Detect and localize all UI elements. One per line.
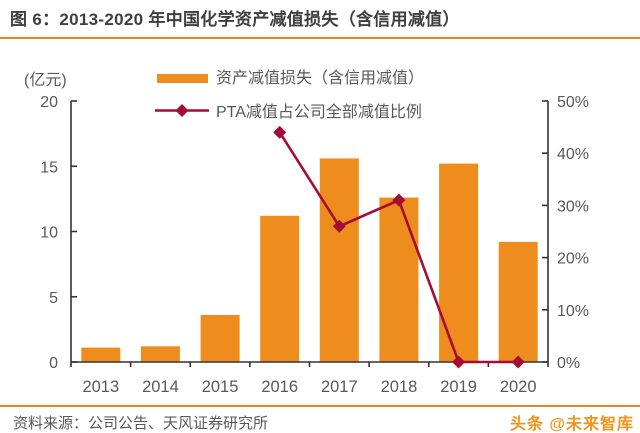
right-axis-tick-label: 0% [557, 355, 580, 372]
line-marker-diamond [332, 219, 346, 233]
source-note: 资料来源：公司公告、天风证券研究所 [13, 414, 269, 432]
right-axis-tick-label: 40% [557, 146, 589, 163]
x-axis-label-2014: 2014 [142, 378, 179, 396]
left-axis-tick-label: 15 [40, 159, 58, 176]
bar-2016 [260, 215, 300, 362]
legend-line-label: PTA减值占公司全部减值比例 [216, 103, 422, 121]
bar-2018 [379, 197, 419, 362]
line-marker-diamond [511, 355, 525, 369]
bar-2019 [439, 163, 479, 362]
right-axis-tick-label: 30% [557, 198, 589, 215]
line-marker-diamond [452, 355, 466, 369]
x-axis-label-2020: 2020 [500, 378, 537, 396]
bar-2020 [498, 241, 538, 362]
chart-area: 0 5 10 15 20 0% 10% 20% 30% 40% 50% 2013 2014 2015 201… [0, 39, 640, 405]
line-marker-diamond [392, 193, 406, 207]
legend-bar-label: 资产减值损失（含信用减值） [216, 69, 424, 87]
legend-line-marker-diamond [175, 104, 189, 117]
right-axis-tick-label: 20% [557, 251, 589, 268]
bar-2014 [140, 346, 180, 362]
figure-header: 图 6：2013-2020 年中国化学资产减值损失（含信用减值） [0, 0, 640, 39]
x-axis-label-2019: 2019 [440, 378, 477, 396]
bar-2017 [319, 158, 359, 362]
bar-2013 [81, 347, 121, 362]
x-axis-label-2016: 2016 [261, 378, 298, 396]
x-axis-label-2015: 2015 [202, 378, 239, 396]
right-axis-tick-label: 50% [557, 94, 589, 111]
line-marker-diamond [273, 125, 287, 139]
left-axis-tick-label: 5 [49, 290, 58, 307]
figure-footer: 资料来源：公司公告、天风证券研究所 头条 @未来智库 [0, 405, 640, 433]
chart-title: 图 6：2013-2020 年中国化学资产减值损失（含信用减值） [10, 10, 460, 30]
left-axis-unit-label: (亿元) [24, 71, 67, 89]
legend-bar-swatch [157, 74, 208, 83]
x-axis-label-2017: 2017 [321, 378, 358, 396]
bar-2015 [200, 315, 240, 362]
left-axis-tick-label: 0 [49, 355, 58, 372]
right-axis-tick-label: 10% [557, 303, 589, 320]
impairment-combo-chart: 0 5 10 15 20 0% 10% 20% 30% 40% 50% 2013 2014 2015 201… [24, 69, 589, 396]
x-axis-label-2018: 2018 [381, 378, 418, 396]
x-axis-label-2013: 2013 [82, 378, 119, 396]
watermark: 头条 @未来智库 [509, 416, 634, 433]
left-axis-tick-label: 20 [40, 94, 58, 111]
left-axis-tick-label: 10 [40, 225, 58, 242]
